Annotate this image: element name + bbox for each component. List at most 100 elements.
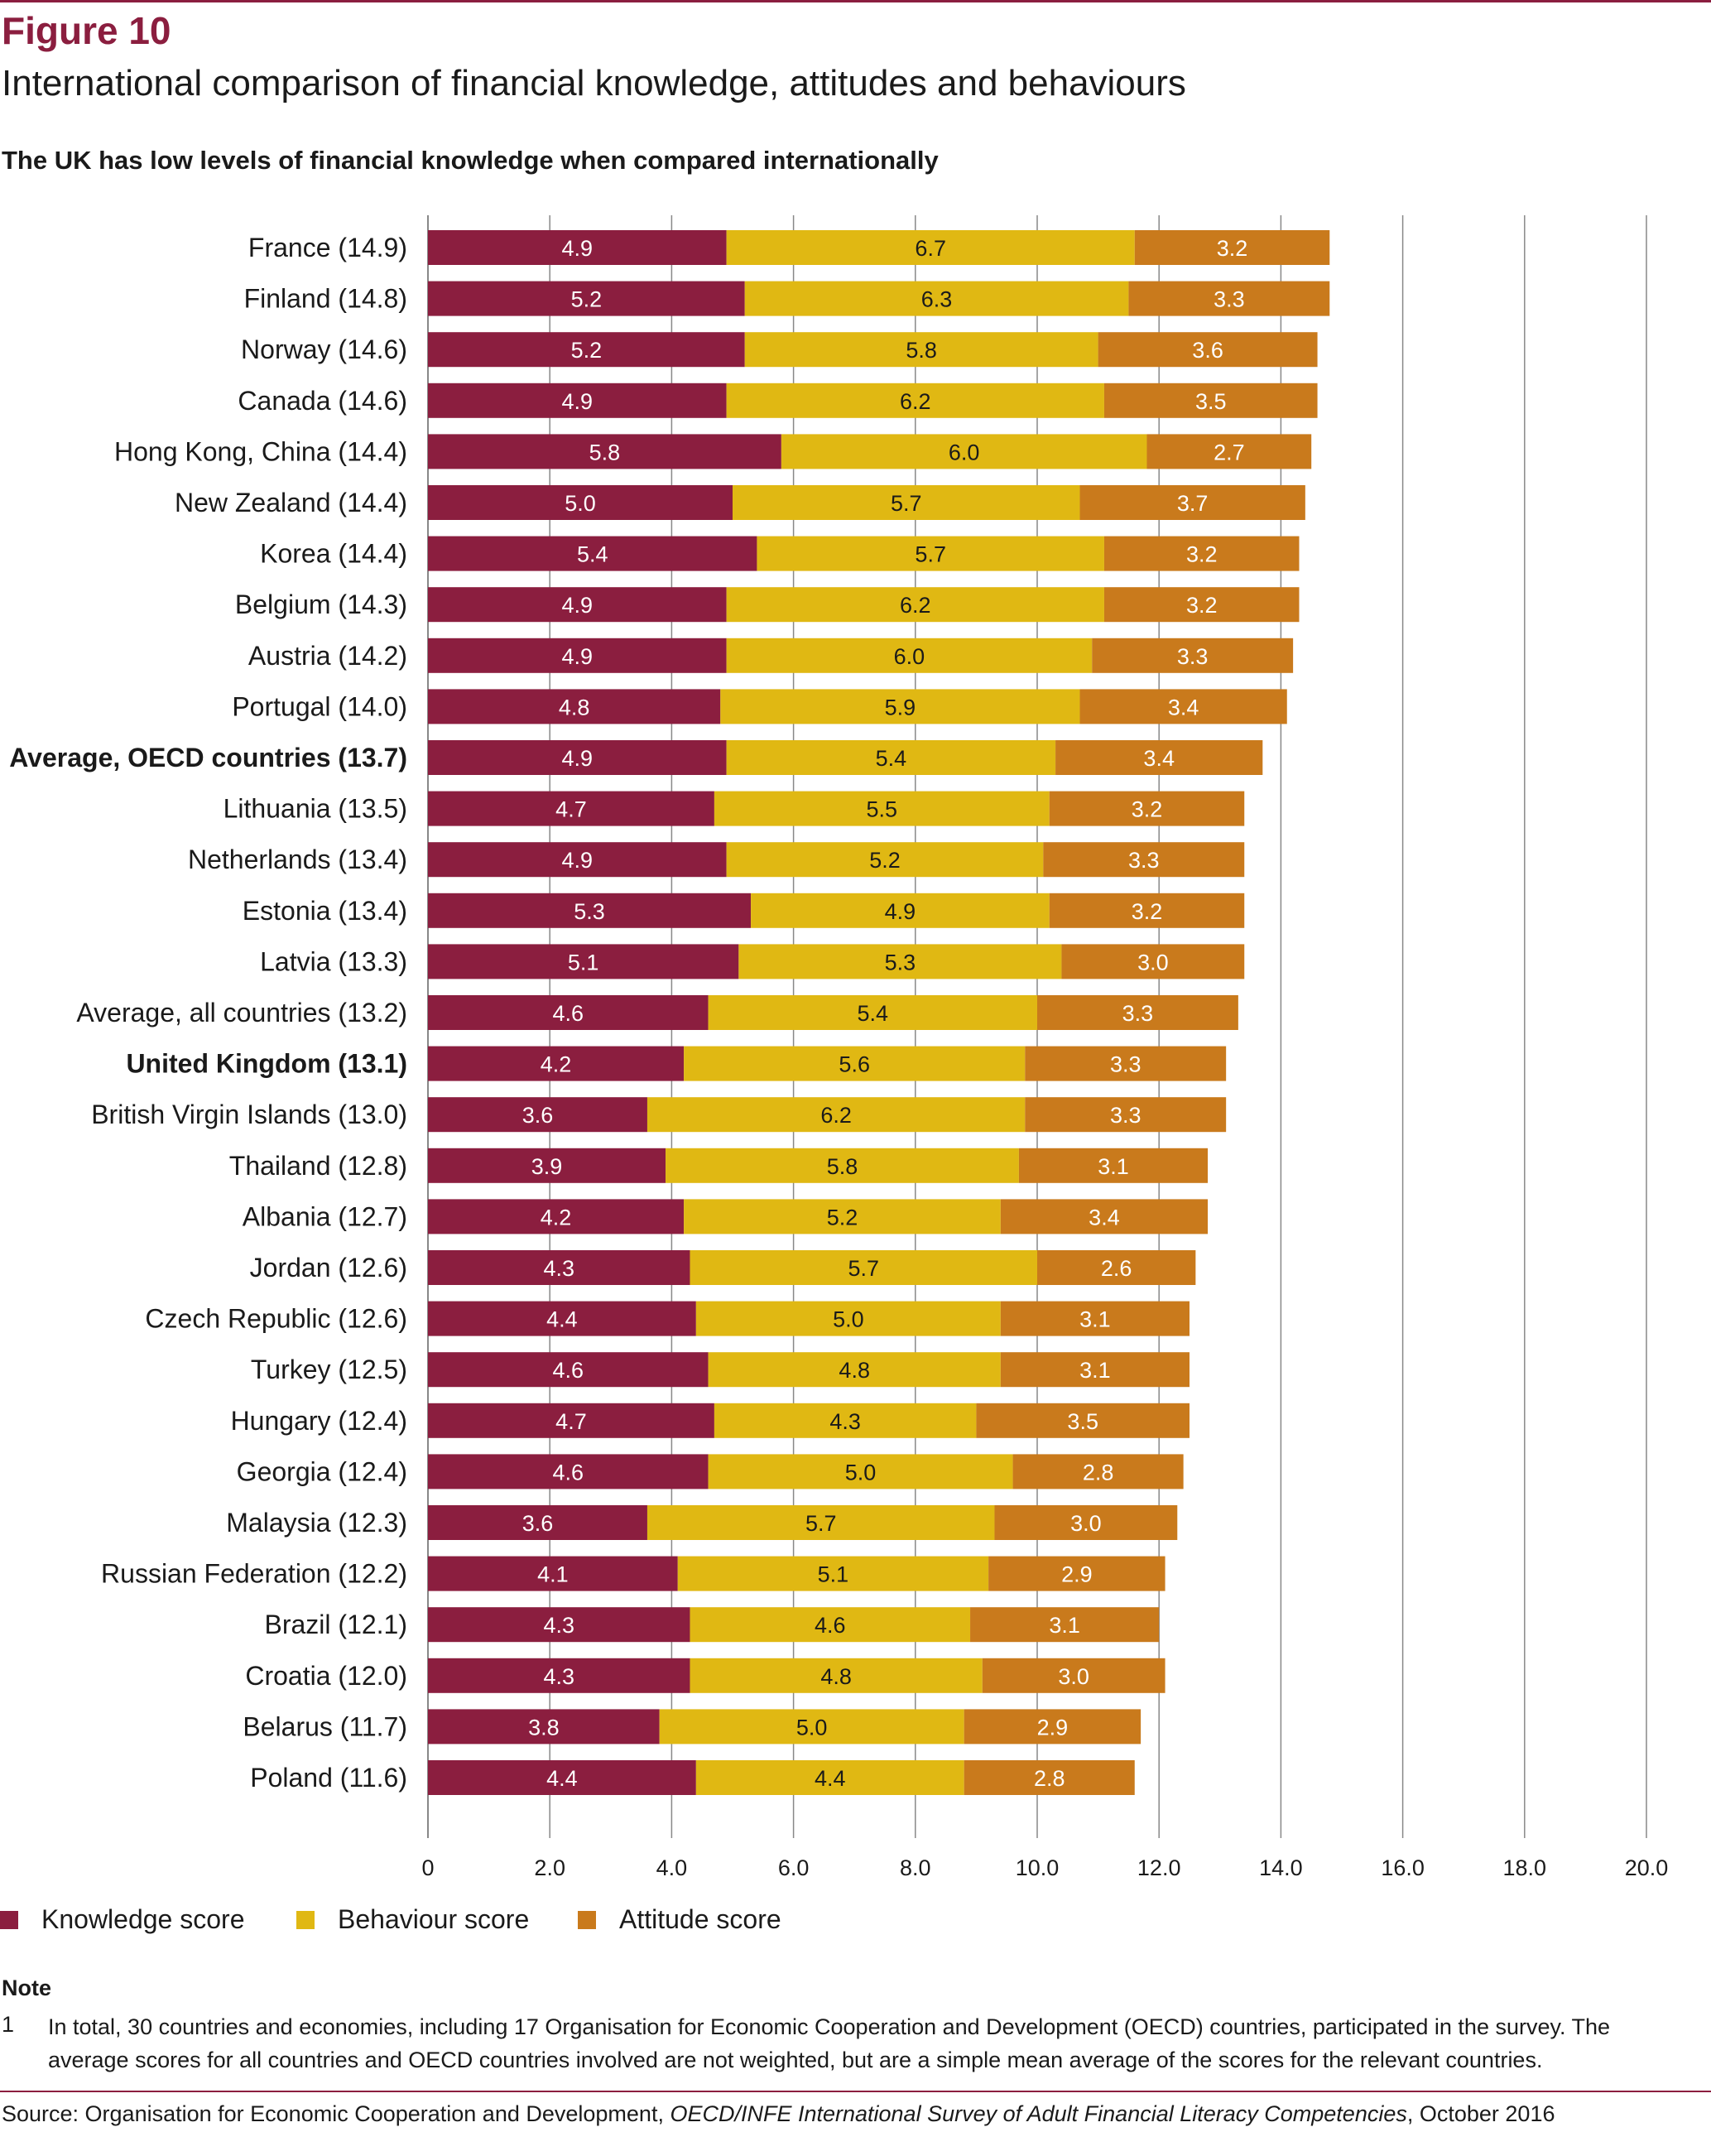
figure-subtitle: The UK has low levels of financial knowl… bbox=[2, 146, 939, 175]
data-label: 3.0 bbox=[1137, 950, 1169, 975]
data-label: 3.1 bbox=[1079, 1358, 1111, 1383]
bar-segment bbox=[1025, 1046, 1227, 1081]
data-label: 5.2 bbox=[827, 1205, 858, 1230]
bar-segment bbox=[976, 1403, 1190, 1438]
bar-segment bbox=[690, 1250, 1037, 1285]
bar-segment bbox=[428, 1352, 709, 1388]
bar-segment bbox=[428, 995, 709, 1030]
data-label: 3.4 bbox=[1168, 695, 1199, 719]
bar-segment bbox=[428, 893, 752, 928]
x-tick-label: 10.0 bbox=[1016, 1855, 1060, 1880]
data-label: 6.3 bbox=[921, 287, 953, 312]
data-label: 4.9 bbox=[562, 236, 594, 261]
data-label: 5.8 bbox=[827, 1154, 858, 1179]
data-label: 2.7 bbox=[1214, 440, 1245, 464]
bar-segment bbox=[738, 944, 1062, 979]
bar-segment bbox=[428, 1046, 685, 1081]
bar-segment bbox=[666, 1148, 1019, 1183]
data-label: 4.8 bbox=[820, 1664, 852, 1689]
bar-segment bbox=[1103, 383, 1318, 418]
data-label: 5.4 bbox=[876, 746, 907, 771]
bar-segment bbox=[428, 842, 727, 878]
category-label: Korea (14.4) bbox=[260, 539, 407, 569]
legend-item-knowledge: Knowledge score bbox=[0, 1904, 244, 1935]
data-label: 4.2 bbox=[541, 1205, 572, 1230]
data-label: 5.2 bbox=[571, 338, 603, 363]
data-label: 4.6 bbox=[815, 1613, 846, 1638]
data-label: 5.6 bbox=[839, 1052, 870, 1077]
bar-segment bbox=[428, 791, 714, 826]
data-label: 5.8 bbox=[906, 338, 937, 363]
bar-segment bbox=[428, 1250, 690, 1285]
bar-segment bbox=[1018, 1148, 1209, 1183]
data-label: 6.2 bbox=[900, 389, 931, 414]
bar-segment bbox=[964, 1760, 1135, 1795]
data-label: 5.7 bbox=[805, 1511, 837, 1536]
bar-segment bbox=[726, 230, 1135, 265]
data-label: 5.2 bbox=[571, 287, 603, 312]
source-rule bbox=[0, 2091, 1711, 2092]
data-label: 4.3 bbox=[543, 1664, 574, 1689]
bar-segment bbox=[1025, 1097, 1227, 1133]
bar-segment bbox=[428, 485, 733, 520]
bar-segment bbox=[726, 740, 1056, 775]
bar-segment bbox=[428, 1403, 714, 1438]
bar-segment bbox=[1146, 434, 1312, 469]
category-label: Russian Federation (12.2) bbox=[101, 1559, 407, 1589]
data-label: 3.9 bbox=[531, 1154, 563, 1179]
bar-segment bbox=[428, 638, 727, 673]
bar-segment bbox=[982, 1658, 1165, 1693]
data-label: 2.9 bbox=[1037, 1715, 1069, 1740]
figure-label: Figure 10 bbox=[2, 9, 171, 52]
legend-item-attitude: Attitude score bbox=[578, 1904, 781, 1935]
category-label: Latvia (13.3) bbox=[260, 946, 407, 976]
legend-item-behaviour: Behaviour score bbox=[296, 1904, 529, 1935]
bar-segment bbox=[1061, 944, 1245, 979]
category-label: Estonia (13.4) bbox=[243, 896, 407, 926]
bar-segment bbox=[1103, 587, 1300, 623]
bar-segment bbox=[1103, 536, 1300, 571]
bar-segment bbox=[1049, 893, 1245, 928]
category-label: Average, OECD countries (13.7) bbox=[9, 743, 407, 772]
bar-segment bbox=[708, 995, 1037, 1030]
legend-swatch-attitude bbox=[578, 1910, 596, 1929]
data-label: 3.6 bbox=[1192, 338, 1223, 363]
data-label: 4.6 bbox=[553, 1358, 584, 1383]
data-label: 5.2 bbox=[869, 848, 901, 873]
bar-segment bbox=[690, 1658, 983, 1693]
bar-segment bbox=[428, 332, 745, 368]
legend-swatch-knowledge bbox=[0, 1910, 18, 1929]
data-label: 4.6 bbox=[553, 1460, 584, 1485]
bar-segment bbox=[695, 1760, 964, 1795]
bar-segment bbox=[744, 332, 1098, 368]
data-label: 2.9 bbox=[1061, 1562, 1093, 1587]
category-label: Jordan (12.6) bbox=[250, 1253, 407, 1283]
bar-segment bbox=[428, 536, 757, 571]
note-text: In total, 30 countries and economies, in… bbox=[48, 2014, 1611, 2072]
bar-segment bbox=[708, 1352, 1001, 1388]
x-tick-label: 12.0 bbox=[1137, 1855, 1181, 1880]
bar-segment bbox=[970, 1607, 1160, 1643]
source-title: OECD/INFE International Survey of Adult … bbox=[670, 2101, 1407, 2126]
data-label: 4.9 bbox=[562, 746, 594, 771]
data-label: 3.2 bbox=[1132, 797, 1163, 822]
stacked-bar-chart: 0 2.0 4.0 6.0 8.0 10.0 12.0 14.0 16.0 18.0 20.0 Fra… bbox=[9, 215, 1668, 1880]
category-label: Albania (12.7) bbox=[243, 1201, 407, 1231]
bar-segment bbox=[720, 689, 1080, 724]
data-label: 3.4 bbox=[1089, 1205, 1120, 1230]
category-label: Finland (14.8) bbox=[244, 284, 407, 314]
data-label: 3.2 bbox=[1132, 899, 1163, 924]
bar-segment bbox=[428, 587, 727, 623]
category-label: Norway (14.6) bbox=[241, 334, 407, 364]
bar-segment bbox=[428, 1199, 685, 1234]
data-label: 4.8 bbox=[559, 695, 590, 719]
data-label: 3.4 bbox=[1143, 746, 1175, 771]
category-label: Malaysia (12.3) bbox=[226, 1508, 407, 1538]
legend-swatch-behaviour bbox=[296, 1910, 315, 1929]
bar-segment bbox=[757, 536, 1104, 571]
category-label: Average, all countries (13.2) bbox=[76, 998, 407, 1027]
source-prefix: Source: Organisation for Economic Cooper… bbox=[2, 2101, 670, 2126]
data-label: 2.8 bbox=[1083, 1460, 1114, 1485]
data-label: 5.3 bbox=[574, 899, 605, 924]
data-label: 3.3 bbox=[1110, 1103, 1141, 1128]
